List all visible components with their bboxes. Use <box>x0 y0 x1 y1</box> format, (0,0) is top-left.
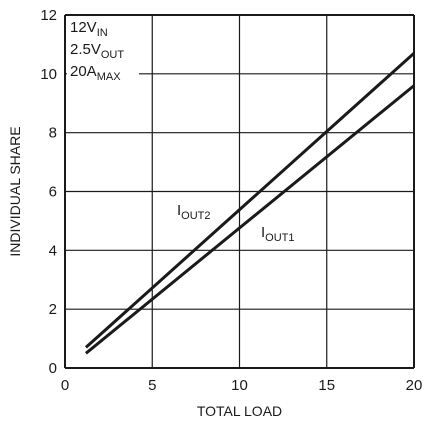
conditions-box <box>67 17 139 87</box>
condition-label: 2.5VOUT <box>70 41 124 61</box>
y-tick-label: 12 <box>40 7 57 24</box>
series-label-iout1: IOUT1 <box>261 224 295 244</box>
x-tick-label: 0 <box>61 377 69 394</box>
y-tick-label: 2 <box>49 301 57 318</box>
series-lines <box>84 52 416 355</box>
series-labels: IOUT2 IOUT1 <box>177 202 295 244</box>
y-tick-label: 6 <box>49 184 57 201</box>
series-line-iout1 <box>84 84 415 355</box>
x-axis-label: TOTAL LOAD <box>197 403 282 419</box>
tick-labels: 0 5 10 15 20 0 2 4 6 8 10 12 <box>40 7 422 394</box>
y-tick-label: 8 <box>49 125 57 142</box>
series-line-iout2 <box>84 52 416 349</box>
y-tick-label: 4 <box>49 242 57 259</box>
condition-label: 20AMAX <box>70 63 121 83</box>
x-tick-label: 20 <box>406 377 423 394</box>
series-label-iout2: IOUT2 <box>177 202 211 222</box>
x-tick-label: 10 <box>231 377 248 394</box>
y-tick-label: 10 <box>40 66 57 83</box>
condition-label: 12VIN <box>70 19 108 39</box>
y-tick-label: 0 <box>49 360 57 377</box>
x-tick-label: 15 <box>318 377 335 394</box>
y-axis-label: INDIVIDUAL SHARE <box>7 126 23 256</box>
x-tick-label: 5 <box>148 377 156 394</box>
